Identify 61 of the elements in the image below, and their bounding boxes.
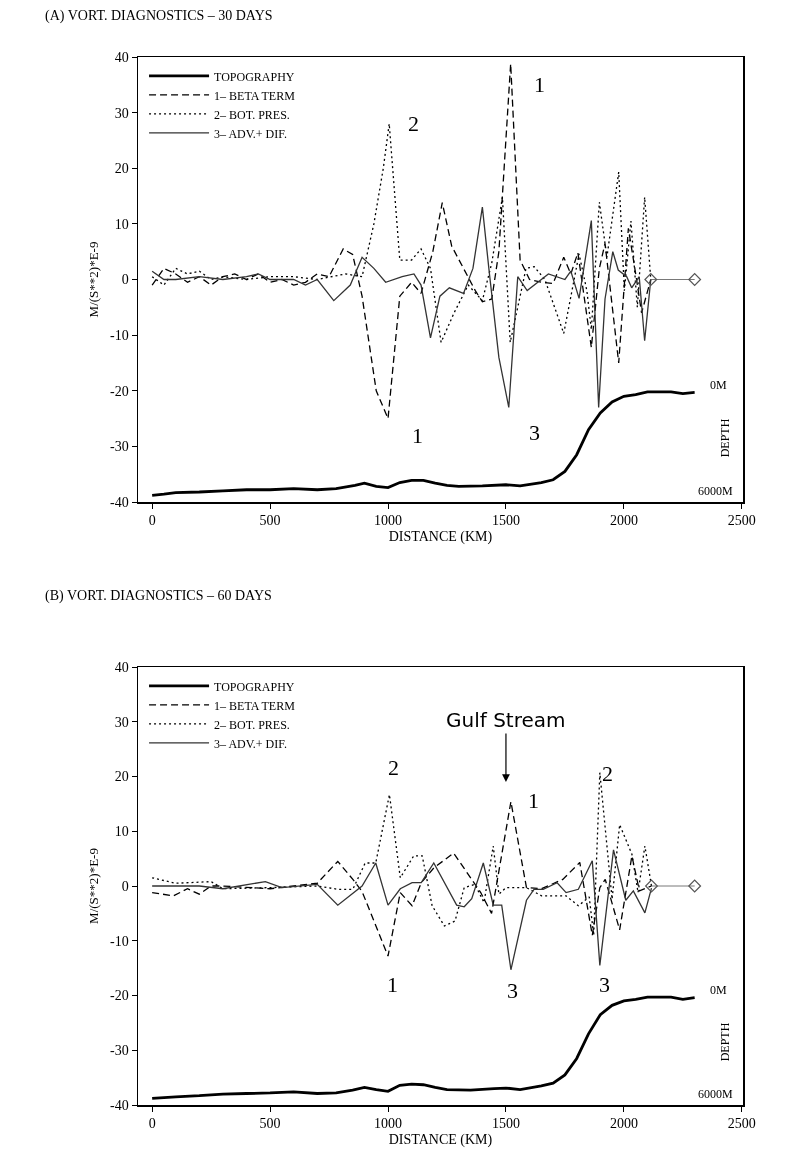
- annotation: 3: [507, 978, 518, 1003]
- annotation: 1: [534, 72, 545, 97]
- y-tick-label: 30: [114, 714, 129, 730]
- legend-label: 1– BETA TERM: [214, 88, 296, 103]
- x-axis-title: DISTANCE (KM): [388, 1132, 493, 1149]
- x-tick-label: 2500: [727, 513, 756, 529]
- y-tick-label: -10: [110, 328, 129, 344]
- annotation: DEPTH: [718, 1022, 733, 1062]
- legend-label: 2– BOT. PRES.: [214, 717, 290, 732]
- annotation: 1: [387, 972, 398, 997]
- y-tick-label: 20: [114, 769, 129, 785]
- annotation: Gulf Stream: [446, 708, 566, 732]
- x-tick-label: 2000: [609, 513, 638, 529]
- legend-label: TOPOGRAPHY: [214, 679, 295, 694]
- y-tick-label: -40: [110, 1097, 129, 1113]
- annotation: 0M: [710, 983, 727, 997]
- x-tick-label: 500: [259, 1116, 281, 1132]
- x-tick-label: 1500: [491, 1116, 520, 1132]
- annotation: 2: [388, 755, 399, 780]
- legend-label: 2– BOT. PRES.: [214, 107, 290, 122]
- x-tick-label: 500: [259, 513, 281, 529]
- annotation: DEPTH: [718, 418, 733, 458]
- annotation: 3: [599, 972, 610, 997]
- y-tick-label: 40: [114, 659, 129, 675]
- annotation: 3: [529, 420, 540, 445]
- annotation: 0M: [710, 378, 727, 392]
- y-tick-label: -30: [110, 1043, 129, 1059]
- chart-title: (B) VORT. DIAGNOSTICS – 60 DAYS: [45, 587, 272, 604]
- y-tick-label: -20: [110, 383, 129, 399]
- x-tick-label: 0: [148, 513, 156, 529]
- legend-label: 1– BETA TERM: [214, 698, 296, 713]
- x-tick-label: 2500: [727, 1116, 756, 1132]
- y-tick-label: 40: [114, 49, 129, 65]
- legend-label: 3– ADV.+ DIF.: [214, 736, 287, 751]
- y-axis-title: M/(S**2)*E-9: [86, 848, 102, 924]
- x-axis-title: DISTANCE (KM): [388, 529, 493, 546]
- y-tick-label: 10: [114, 216, 129, 232]
- legend-label: TOPOGRAPHY: [214, 69, 295, 84]
- annotation: 2: [602, 761, 613, 786]
- x-tick-label: 1500: [491, 513, 520, 529]
- y-tick-label: 10: [114, 824, 129, 840]
- annotation: 1: [528, 788, 539, 813]
- x-tick-label: 2000: [609, 1116, 638, 1132]
- y-tick-label: -20: [110, 988, 129, 1004]
- y-tick-label: 20: [114, 161, 129, 177]
- y-tick-label: -10: [110, 933, 129, 949]
- x-tick-label: 0: [148, 1116, 156, 1132]
- y-tick-label: 30: [114, 105, 129, 121]
- x-tick-label: 1000: [374, 1116, 403, 1132]
- legend-label: 3– ADV.+ DIF.: [214, 126, 287, 141]
- annotation: 6000M: [698, 484, 733, 498]
- y-tick-label: 0: [121, 272, 129, 288]
- annotation: 2: [408, 111, 419, 136]
- chart-title: (A) VORT. DIAGNOSTICS – 30 DAYS: [45, 7, 273, 24]
- annotation: 1: [412, 423, 423, 448]
- y-tick-label: 0: [121, 878, 129, 894]
- y-axis-title: M/(S**2)*E-9: [86, 241, 102, 318]
- y-tick-label: -40: [110, 494, 129, 510]
- y-tick-label: -30: [110, 439, 129, 455]
- x-tick-label: 1000: [374, 513, 403, 529]
- annotation: 6000M: [698, 1087, 733, 1101]
